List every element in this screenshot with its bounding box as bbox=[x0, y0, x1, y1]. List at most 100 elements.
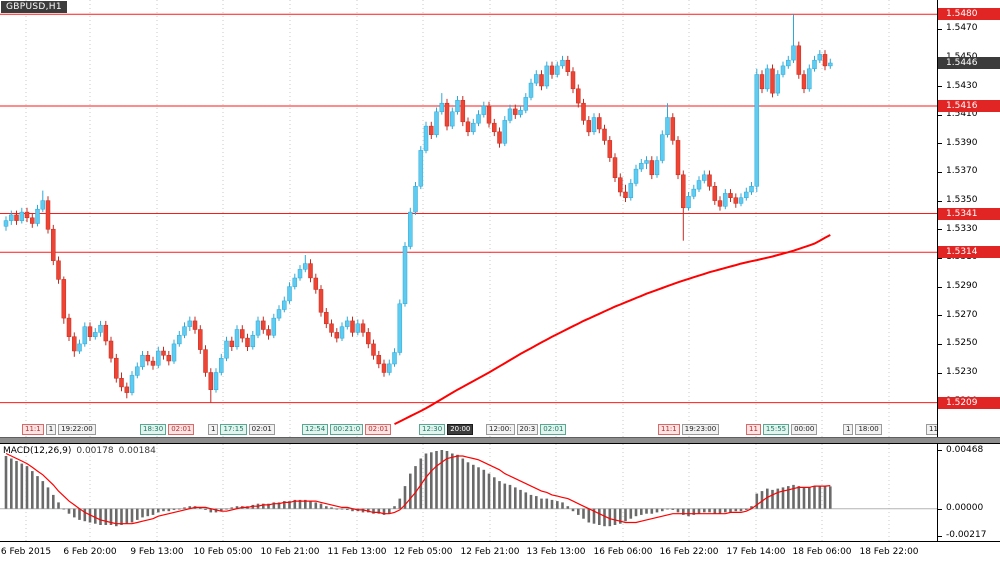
macd-chart bbox=[0, 444, 937, 541]
bull-candle bbox=[765, 64, 770, 92]
bear-candle bbox=[198, 325, 203, 354]
macd-histogram-bar bbox=[430, 452, 433, 509]
macd-panel[interactable]: MACD(12,26,9) 0.00178 0.00184 bbox=[0, 444, 937, 541]
time-marker-group: 12:00: 20:3 02:01 bbox=[486, 424, 567, 435]
macd-value-axis[interactable]: 0.00468 0.00000 -0.00217 bbox=[937, 444, 1000, 541]
time-marker: 11:1 bbox=[658, 424, 680, 435]
time-marker: 12:54 bbox=[302, 424, 329, 435]
macd-histogram-bar bbox=[209, 508, 213, 513]
moving-average-line[interactable] bbox=[394, 234, 831, 425]
macd-histogram-bar bbox=[823, 486, 827, 509]
price-chart-panel[interactable]: GBPUSD,H1 11:1 1 19:22:00 18:30 02:01 1 17:15 0… bbox=[0, 0, 937, 437]
macd-histogram-bar bbox=[73, 508, 76, 518]
macd-histogram-bar bbox=[829, 486, 832, 509]
macd-histogram-bar bbox=[708, 508, 711, 513]
macd-histogram-bar bbox=[808, 487, 811, 509]
bull-candle bbox=[544, 61, 550, 89]
bear-candle bbox=[61, 276, 67, 324]
bear-candle bbox=[108, 336, 114, 363]
time-axis[interactable]: 6 Feb 2015 6 Feb 20:00 9 Feb 13:00 10 Feb 0… bbox=[0, 541, 1000, 564]
bull-candle bbox=[387, 359, 392, 376]
time-marker: 11 bbox=[746, 424, 761, 435]
price-level-label: 1.5416 bbox=[938, 100, 1000, 112]
bull-candle bbox=[140, 351, 145, 370]
time-axis-label: 18 Feb 06:00 bbox=[792, 547, 852, 557]
bull-candle bbox=[9, 210, 14, 225]
macd-histogram-bar bbox=[640, 508, 643, 515]
bull-candle bbox=[40, 190, 46, 213]
macd-histogram-bar bbox=[435, 451, 438, 509]
macd-histogram-bar bbox=[109, 508, 113, 525]
price-axis[interactable]: 1.5470 1.5450 1.5430 1.5410 1.5390 1.5370 1.53… bbox=[937, 0, 1000, 437]
macd-histogram-bar bbox=[461, 458, 465, 509]
time-marker: 17:15 bbox=[220, 424, 247, 435]
bull-candle bbox=[476, 110, 481, 127]
macd-histogram-bar bbox=[267, 503, 270, 509]
bull-candle bbox=[423, 121, 429, 154]
macd-histogram-bar bbox=[682, 508, 685, 515]
price-tick bbox=[938, 257, 942, 259]
bear-candle bbox=[759, 70, 765, 94]
macd-histogram-bar bbox=[146, 508, 150, 517]
macd-histogram-bar bbox=[351, 508, 354, 512]
macd-histogram-bar bbox=[46, 487, 50, 509]
panel-splitter[interactable] bbox=[0, 437, 1000, 444]
time-marker: 18:00 bbox=[855, 424, 882, 435]
macd-histogram-bar bbox=[514, 487, 517, 509]
macd-histogram-bar bbox=[718, 508, 722, 514]
bull-candle bbox=[177, 331, 182, 347]
bull-candle bbox=[791, 14, 796, 63]
macd-histogram-bar bbox=[771, 489, 774, 509]
macd-histogram-bar bbox=[424, 453, 428, 509]
bull-candle bbox=[780, 61, 786, 78]
bull-candle bbox=[129, 371, 135, 396]
macd-histogram-bar bbox=[750, 506, 753, 509]
macd-histogram-bar bbox=[566, 506, 570, 509]
macd-histogram-bar bbox=[172, 508, 176, 510]
bull-candle bbox=[518, 106, 523, 118]
macd-histogram-bar bbox=[414, 466, 417, 509]
bear-candle bbox=[465, 117, 471, 137]
macd-histogram-bar bbox=[781, 487, 785, 509]
macd-histogram-bar bbox=[398, 498, 402, 509]
bull-candle bbox=[812, 55, 817, 72]
macd-histogram-bar bbox=[409, 473, 412, 509]
macd-histogram-bar bbox=[272, 502, 276, 509]
price-tick-label: 1.5350 bbox=[946, 195, 978, 206]
bull-candle bbox=[591, 113, 597, 135]
bear-candle bbox=[681, 170, 686, 241]
macd-histogram-bar bbox=[94, 508, 97, 524]
bull-candle bbox=[219, 353, 224, 376]
macd-histogram-bar bbox=[650, 508, 654, 514]
bear-candle bbox=[240, 325, 245, 343]
bull-candle bbox=[754, 68, 760, 192]
bull-candle bbox=[560, 55, 565, 69]
bear-candle bbox=[366, 328, 371, 349]
macd-tick bbox=[938, 508, 942, 510]
bear-candle bbox=[712, 182, 718, 205]
bull-candle bbox=[744, 187, 749, 201]
macd-histogram-bar bbox=[314, 502, 318, 509]
time-marker: 1 bbox=[45, 424, 57, 435]
macd-histogram-bar bbox=[10, 458, 13, 509]
time-marker: 02:01 bbox=[168, 424, 195, 435]
macd-histogram-bar bbox=[445, 451, 449, 509]
bull-candle bbox=[276, 305, 282, 321]
bear-candle bbox=[822, 50, 828, 71]
macd-histogram-bar bbox=[157, 508, 160, 513]
bull-candle bbox=[234, 325, 240, 350]
bear-candle bbox=[261, 316, 266, 334]
bear-candle bbox=[770, 64, 775, 98]
bear-candle bbox=[266, 325, 271, 340]
bull-candle bbox=[156, 346, 161, 369]
macd-histogram-bar bbox=[592, 508, 596, 524]
bull-candle bbox=[665, 103, 670, 138]
macd-histogram-bar bbox=[634, 508, 638, 517]
time-axis-label: 12 Feb 05:00 bbox=[393, 547, 453, 557]
bull-candle bbox=[702, 170, 707, 184]
bull-candle bbox=[345, 316, 350, 330]
price-tick-label: 1.5390 bbox=[946, 137, 978, 148]
bear-candle bbox=[429, 121, 434, 139]
bull-candle bbox=[35, 204, 40, 227]
bull-candle bbox=[660, 130, 665, 164]
